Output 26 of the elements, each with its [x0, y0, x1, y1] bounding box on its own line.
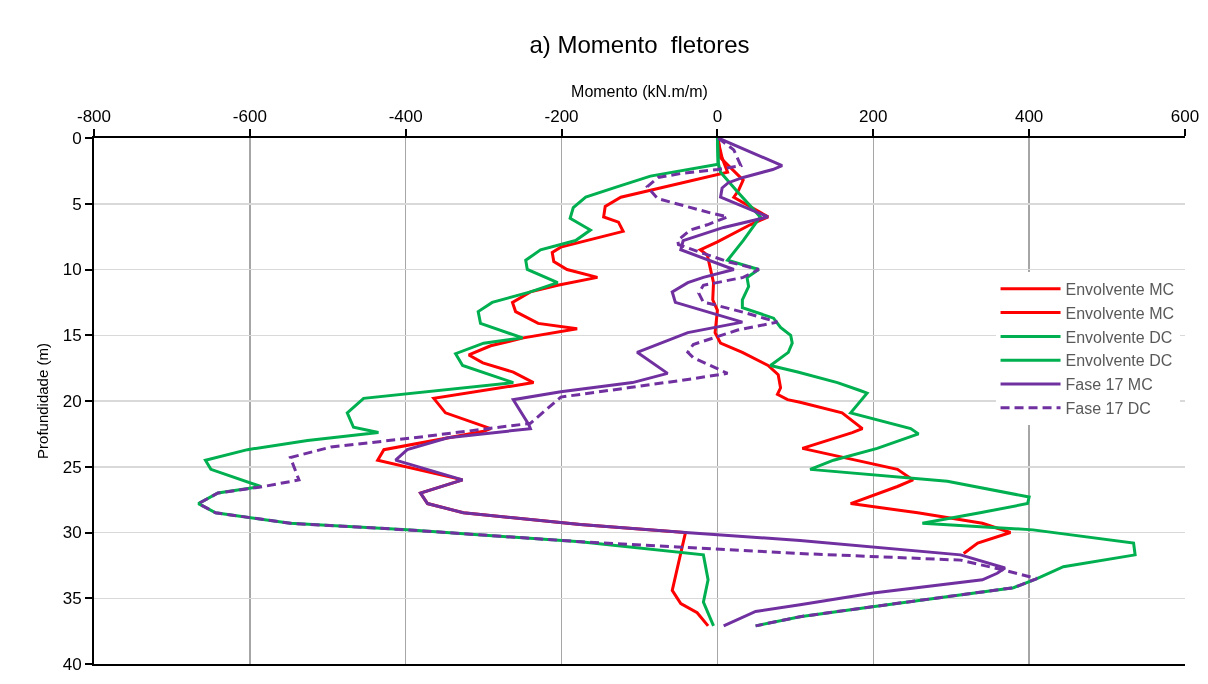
x-tick-label: -200 — [544, 107, 579, 127]
y-tick-label: 30 — [62, 523, 82, 543]
y-tick-label: 20 — [62, 391, 82, 411]
y-tick-label: 40 — [62, 654, 82, 674]
y-tick-label: 25 — [62, 457, 82, 477]
x-tick-label: 0 — [712, 107, 723, 127]
legend-label: Fase 17 MC — [1065, 376, 1153, 394]
y-tick-label: 10 — [62, 260, 82, 280]
legend-label: Envolvente MC — [1065, 281, 1175, 299]
x-tick-label: -800 — [76, 107, 112, 127]
x-tick-label: 400 — [1014, 107, 1044, 127]
legend-label: Envolvente MC — [1065, 304, 1175, 322]
legend-label: Envolvente DC — [1065, 328, 1173, 346]
legend-label: Envolvente DC — [1065, 352, 1173, 370]
x-tick-label: -600 — [232, 107, 267, 127]
y-tick-label: 0 — [72, 128, 82, 148]
x-tick-label: -400 — [388, 107, 423, 127]
x-tick-label: 200 — [859, 107, 888, 127]
x-axis-title: Momento (kN.m/m) — [571, 82, 708, 100]
x-tick-label: 600 — [1170, 107, 1200, 127]
y-tick-label: 5 — [72, 194, 82, 214]
chart-title: a) Momento fletores — [529, 31, 750, 59]
legend-label: Fase 17 DC — [1065, 400, 1151, 418]
y-tick-label: 15 — [62, 326, 82, 346]
y-tick-label: 35 — [62, 589, 82, 609]
y-axis-title: Profundidade (m) — [34, 343, 52, 459]
